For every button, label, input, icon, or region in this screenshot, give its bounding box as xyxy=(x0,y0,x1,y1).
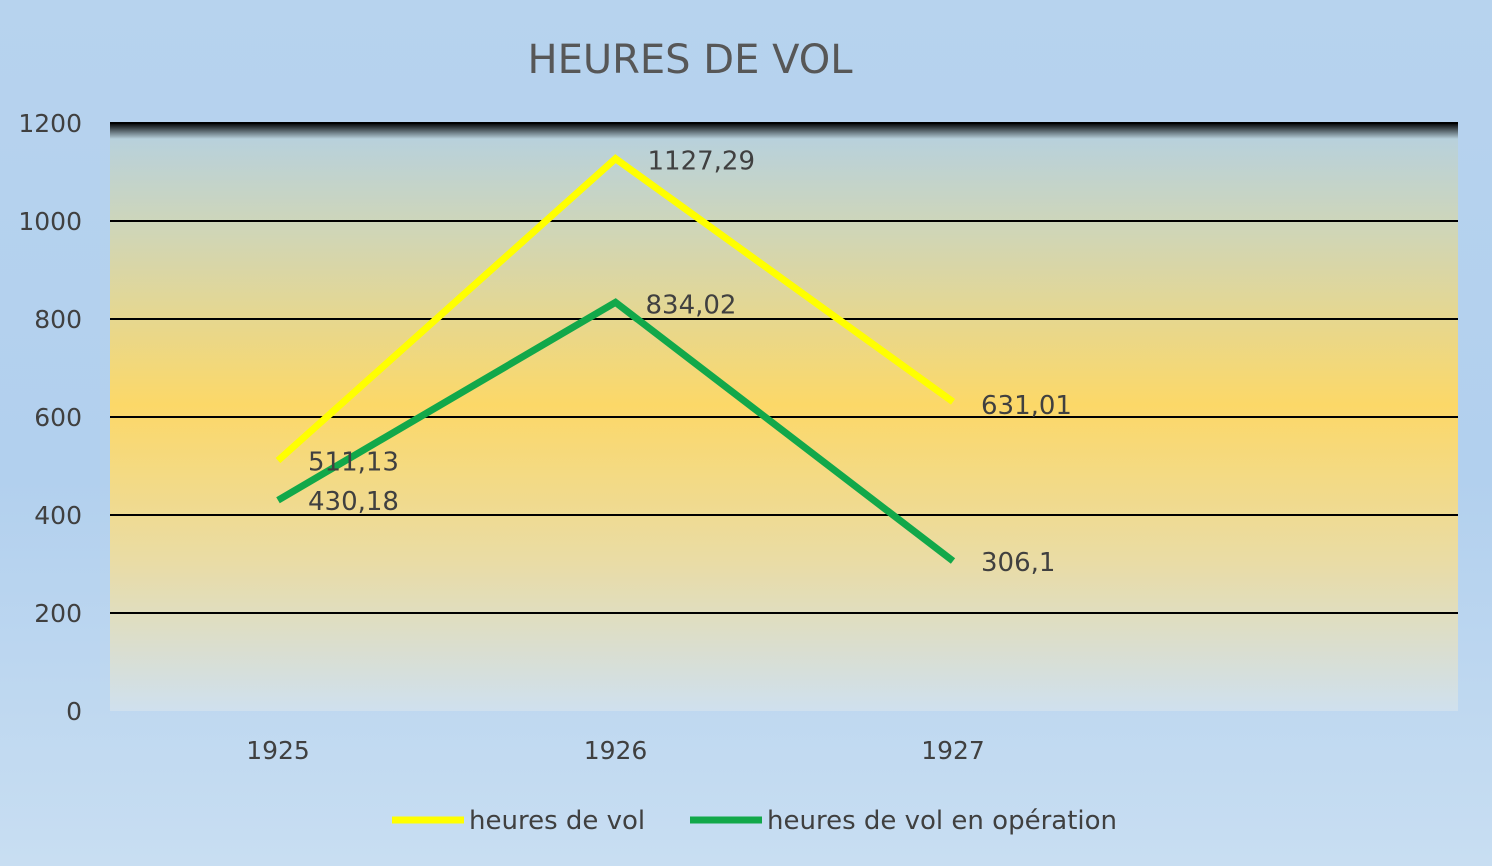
series-line-0 xyxy=(275,154,956,464)
gridlines xyxy=(110,122,1458,614)
y-tick-label: 1000 xyxy=(18,207,82,236)
y-tick-label: 200 xyxy=(34,599,82,628)
legend-label: heures de vol xyxy=(469,806,645,836)
legend-label: heures de vol en opération xyxy=(767,806,1117,836)
legend: heures de vol heures de vol en opération xyxy=(392,806,1117,836)
data-labels: 511,13 1127,29 631,01 430,18 834,02 306,1 xyxy=(308,147,1072,578)
data-label: 631,01 xyxy=(981,391,1072,421)
data-label: 834,02 xyxy=(646,290,737,320)
y-tick-label: 0 xyxy=(66,697,82,726)
y-tick-label: 800 xyxy=(34,305,82,334)
x-category-label: 1926 xyxy=(584,736,648,765)
series-line-1 xyxy=(276,298,956,564)
x-category-label: 1927 xyxy=(921,736,985,765)
y-axis-ticks: 0 200 400 600 800 1000 1200 xyxy=(18,109,82,726)
data-label: 430,18 xyxy=(308,487,399,517)
data-label: 511,13 xyxy=(308,448,399,478)
chart-title: HEURES DE VOL xyxy=(527,37,853,83)
series-lines xyxy=(275,154,956,564)
data-label: 1127,29 xyxy=(648,147,756,177)
y-tick-label: 400 xyxy=(34,501,82,530)
plot-top-shadow xyxy=(110,123,1458,139)
y-tick-label: 1200 xyxy=(18,109,82,138)
data-label: 306,1 xyxy=(981,548,1055,578)
y-tick-label: 600 xyxy=(34,403,82,432)
x-category-label: 1925 xyxy=(246,736,310,765)
x-axis-categories: 1925 1926 1927 xyxy=(246,736,985,765)
